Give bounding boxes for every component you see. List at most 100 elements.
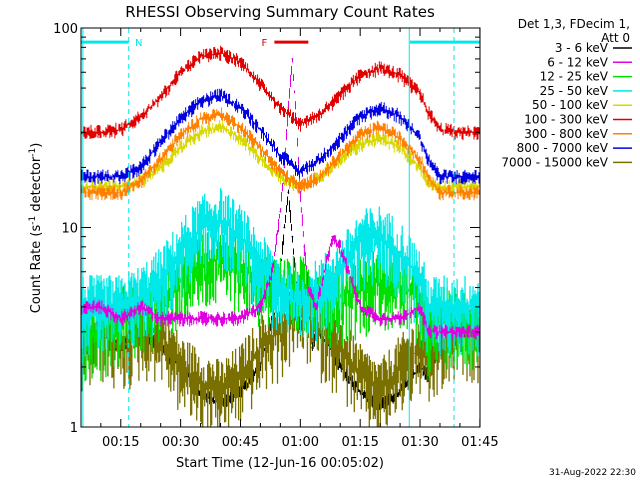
point-25-50-kev-14 — [359, 240, 362, 243]
point-50-100-kev-14 — [359, 143, 362, 146]
point-6-12-kev-10 — [271, 270, 274, 273]
point-800-7000-kev-4 — [159, 140, 162, 143]
point-300-800-kev-10 — [279, 171, 282, 173]
y-axis-label-sup: -1 — [28, 216, 38, 225]
series-300-800-kev — [81, 107, 480, 201]
point-6-12-kev-26 — [419, 306, 421, 308]
chart-title: RHESSI Observing Summary Count Rates — [125, 3, 435, 21]
point-800-7000-kev-10 — [279, 154, 282, 157]
point-50-100-kev-17 — [419, 166, 421, 169]
x-tick-label-1: 00:30 — [162, 435, 199, 450]
point-25-50-kev-16 — [399, 251, 401, 254]
point-6-12-kev-24 — [379, 317, 381, 320]
point-25-50-kev-5 — [179, 251, 182, 254]
point-800-7000-kev-3 — [139, 166, 142, 169]
point-6-12-kev-12 — [283, 166, 286, 169]
point-6-12-kev-1 — [99, 306, 102, 308]
point-300-800-kev-9 — [259, 147, 262, 150]
point-25-50-kev-15 — [379, 235, 381, 238]
point-800-7000-kev-13 — [339, 137, 342, 140]
point-800-7000-kev-2 — [119, 175, 122, 178]
legend-item-100-300-kev: 100 - 300 keV — [524, 113, 632, 127]
point-6-12-kev-18 — [307, 286, 310, 289]
point-6-12-kev-20 — [323, 270, 326, 273]
point-25-50-kev-3 — [139, 295, 142, 298]
point-300-800-kev-19 — [439, 191, 441, 194]
point-25-50-kev-8 — [239, 235, 242, 238]
y-tick-label-1: 10 — [61, 222, 78, 237]
point-800-7000-kev-5 — [179, 118, 182, 120]
point-100-300-kev-8 — [239, 60, 242, 63]
series-25-50-kev — [81, 188, 480, 357]
legend-header-line-1: Det 1,3, FDecim 1, — [518, 17, 630, 31]
point-7000-15000-kev-15 — [379, 391, 381, 393]
point-300-800-kev-14 — [359, 134, 362, 137]
point-50-100-kev-9 — [259, 158, 262, 161]
point-300-800-kev-20 — [459, 191, 461, 194]
point-25-50-kev-7 — [219, 218, 222, 221]
point-50-100-kev-5 — [179, 147, 182, 150]
point-3-6-kev-15 — [291, 235, 294, 238]
point-7000-15000-kev-13 — [339, 346, 342, 349]
point-800-7000-kev-20 — [459, 175, 461, 178]
point-100-300-kev-16 — [399, 74, 401, 77]
point-6-12-kev-13 — [287, 106, 290, 109]
point-25-50-kev-19 — [439, 306, 441, 308]
point-300-800-kev-1 — [99, 191, 102, 194]
x-axis-label: Start Time (12-Jun-16 00:05:02) — [176, 456, 384, 471]
point-6-12-kev-23 — [359, 306, 362, 308]
legend-item-12-25-kev: 12 - 25 keV — [540, 70, 632, 84]
point-800-7000-kev-15 — [379, 106, 381, 109]
point-800-7000-kev-9 — [259, 128, 262, 131]
legend-item-25-50-kev: 25 - 50 keV — [540, 84, 632, 98]
y-tick-label-0: 1 — [70, 421, 78, 436]
legend-item-7000-15000-kev: 7000 - 15000 keV — [501, 155, 632, 169]
point-100-300-kev-17 — [419, 92, 421, 95]
point-25-50-kev-6 — [199, 226, 202, 229]
x-tick-label-3: 01:00 — [282, 435, 319, 450]
series-100-300-kev — [81, 45, 480, 141]
point-7000-15000-kev-14 — [359, 375, 362, 377]
point-800-7000-kev-6 — [199, 100, 202, 102]
point-6-12-kev-19 — [315, 306, 318, 308]
y-axis-label-end: ) — [29, 143, 44, 148]
point-300-800-kev-15 — [379, 125, 381, 128]
point-3-6-kev-14 — [287, 191, 290, 194]
series-800-7000-kev-noise — [81, 88, 480, 185]
point-100-300-kev-1 — [99, 131, 102, 134]
point-100-300-kev-9 — [259, 83, 262, 86]
point-800-7000-kev-12 — [319, 158, 322, 161]
point-6-12-kev-21 — [331, 235, 334, 238]
legend-item-300-800-kev: 300 - 800 keV — [524, 127, 632, 141]
point-100-300-kev-12 — [319, 113, 322, 115]
point-800-7000-kev-7 — [219, 94, 222, 97]
point-6-12-kev-11 — [279, 210, 282, 213]
series-6-12-kev-noise — [81, 59, 480, 340]
point-50-100-kev-15 — [379, 137, 381, 140]
x-axis-ticks: 00:15 00:30 00:45 01:00 01:15 01:30 01:45 — [100, 28, 499, 450]
point-3-6-kev-23 — [339, 366, 342, 368]
legend-header-line-2: Att 0 — [601, 31, 630, 45]
point-3-6-kev-13 — [283, 226, 286, 229]
point-100-300-kev-19 — [439, 128, 441, 131]
point-800-7000-kev-17 — [419, 137, 421, 140]
x-tick-label-4: 01:15 — [341, 435, 378, 450]
point-800-7000-kev-8 — [239, 106, 242, 109]
point-6-12-kev-2 — [119, 317, 122, 320]
point-7000-15000-kev-4 — [159, 330, 162, 333]
point-100-300-kev-11 — [299, 123, 302, 125]
x-tick-label-6: 01:45 — [461, 435, 498, 450]
y-axis-label: Count Rate (s-1 detector-1) — [28, 143, 44, 314]
y-axis-ticks: 1 10 100 — [53, 22, 480, 436]
point-800-7000-kev-18 — [427, 158, 429, 161]
point-100-300-kev-13 — [339, 94, 342, 97]
point-100-300-kev-4 — [159, 96, 162, 99]
point-7000-15000-kev-10 — [279, 330, 282, 333]
series-layer — [81, 45, 480, 427]
point-100-300-kev-6 — [199, 55, 202, 58]
point-300-800-kev-11 — [299, 185, 302, 188]
point-12-25-kev-6 — [199, 263, 202, 266]
point-25-50-kev-4 — [159, 278, 162, 281]
point-100-300-kev-7 — [219, 52, 222, 54]
